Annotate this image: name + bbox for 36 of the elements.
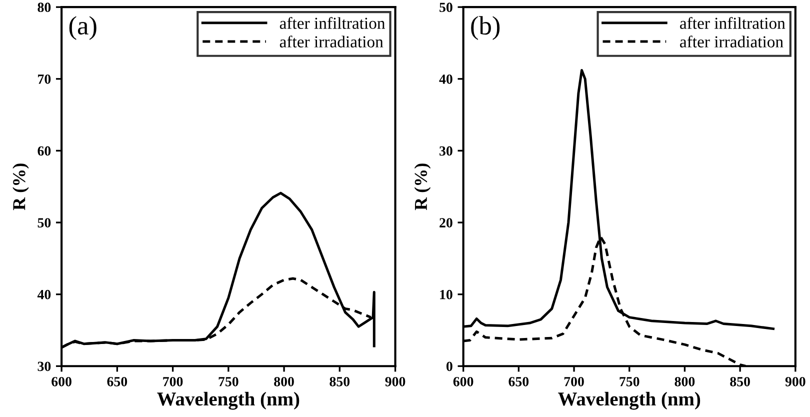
y-tick-label: 0 [446,362,452,372]
legend-label: after irradiation [680,36,784,48]
legend-label: after irradiation [280,36,384,48]
y-tick-label: 40 [37,290,51,300]
x-tick-label: 750 [620,376,640,386]
x-tick-label: 900 [785,376,806,386]
y-axis-title: R (%) [12,164,29,210]
y-tick-label: 10 [440,290,452,300]
x-tick-label: 800 [674,376,695,386]
y-axis-title: R (%) [414,164,431,210]
x-tick-label: 600 [52,376,72,386]
x-axis-title: Wavelength (nm) [558,392,700,410]
y-tick-label: 30 [38,362,51,372]
x-tick-label: 700 [163,376,183,386]
y-tick-label: 40 [439,74,452,84]
legend-label: after infiltration [280,17,386,29]
y-tick-label: 30 [440,146,452,156]
y-tick-label: 20 [440,218,452,228]
x-tick-label: 850 [330,376,350,386]
x-tick-label: 850 [730,376,750,386]
x-tick-label: 650 [107,376,128,386]
annotation: (a) [69,16,96,40]
legend-label: after infiltration [680,17,786,29]
x-tick-label: 700 [564,376,584,386]
x-tick-label: 750 [218,376,238,386]
y-tick-label: 80 [38,2,51,12]
x-tick-label: 800 [274,376,294,386]
x-tick-label: 650 [508,376,529,386]
annotation: (b) [471,16,500,40]
y-tick-label: 50 [38,218,51,228]
x-tick-label: 900 [385,376,406,386]
x-tick-label: 600 [453,376,474,386]
x-axis-title: Wavelength (nm) [157,392,300,410]
y-tick-label: 60 [38,146,51,156]
y-tick-label: 50 [440,2,452,12]
y-tick-label: 70 [38,74,51,84]
